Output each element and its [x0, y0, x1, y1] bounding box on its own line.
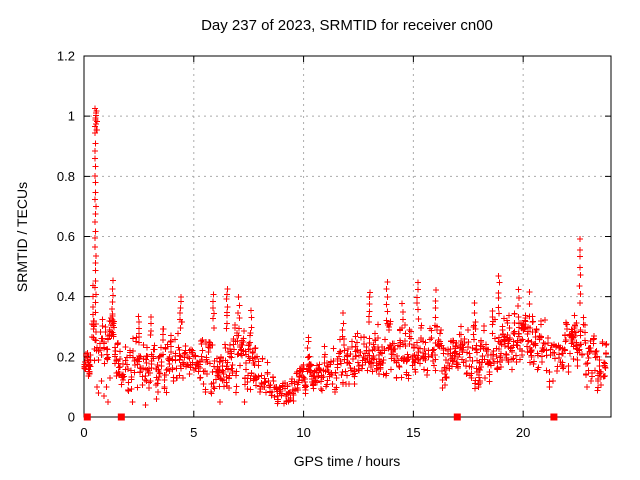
grid-lines: [84, 56, 611, 417]
y-tick-label: 0: [68, 410, 75, 425]
y-tick-label: 0.8: [57, 169, 75, 184]
x-tick-label: 0: [80, 425, 87, 440]
y-tick-label: 0.6: [57, 229, 75, 244]
x-tick-label: 15: [406, 425, 420, 440]
y-tick-label: 1: [68, 109, 75, 124]
y-tick-label: 0.4: [57, 289, 75, 304]
chart-title: Day 237 of 2023, SRMTID for receiver cn0…: [201, 17, 493, 34]
x-axis-label: GPS time / hours: [294, 453, 401, 469]
y-tick-label: 1.2: [57, 49, 75, 64]
x-tick-label: 5: [190, 425, 197, 440]
y-axis-label: SRMTID / TECUs: [14, 182, 30, 292]
srmtid-scatter-points: [81, 105, 610, 408]
y-tick-label: 0.2: [57, 349, 75, 364]
x-tick-label: 10: [296, 425, 310, 440]
x-tick-label: 20: [516, 425, 530, 440]
